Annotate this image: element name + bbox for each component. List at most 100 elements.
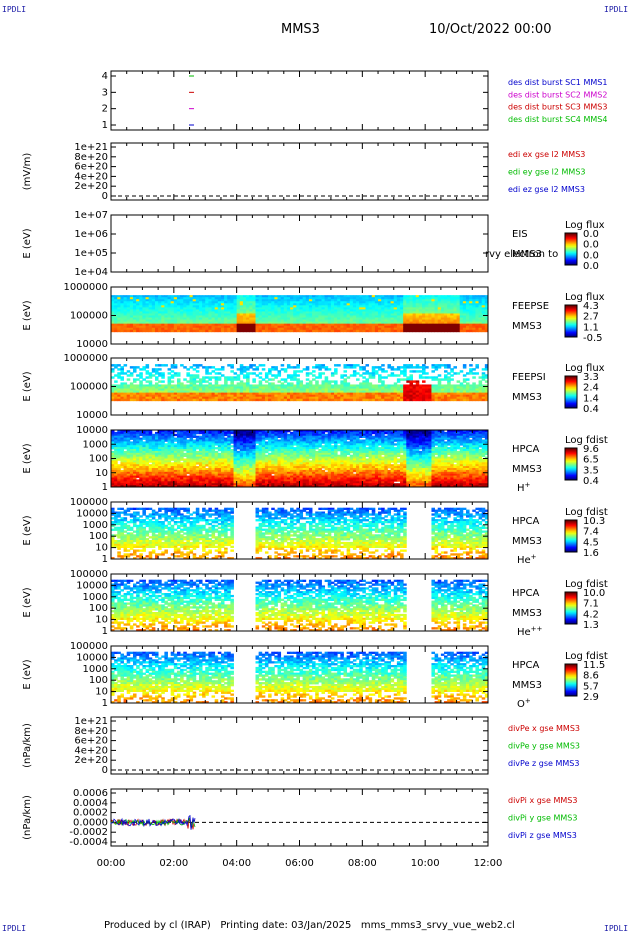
spectrogram-cell bbox=[170, 398, 175, 402]
spectrogram-cell bbox=[324, 301, 329, 304]
spectrogram-cell bbox=[249, 388, 253, 391]
spectrogram-cell bbox=[440, 301, 445, 304]
spectrogram-cell bbox=[189, 388, 194, 391]
spectrogram-cell bbox=[450, 299, 454, 302]
spectrogram-cell bbox=[346, 394, 351, 398]
spectrogram-cell bbox=[415, 297, 420, 300]
spectrogram-cell bbox=[337, 305, 341, 308]
spectrogram-cell bbox=[418, 305, 423, 308]
spectrogram-cell bbox=[484, 319, 489, 323]
spectrogram-cell bbox=[337, 311, 341, 314]
spectrogram-cell bbox=[305, 299, 310, 302]
panel-overlay-label: rvy electron to bbox=[485, 249, 558, 260]
spectrogram-cell bbox=[308, 299, 313, 302]
spectrogram-cell bbox=[264, 396, 269, 400]
spectrogram-cell bbox=[327, 311, 332, 314]
spectrogram-cell bbox=[145, 299, 150, 302]
spectrogram-cell bbox=[180, 329, 184, 333]
spectrogram-cell bbox=[346, 303, 351, 306]
spectrogram-cell bbox=[192, 388, 197, 391]
spectrogram-cell bbox=[176, 378, 181, 381]
spectrogram-cell bbox=[246, 382, 250, 385]
spectrogram-cell bbox=[183, 305, 187, 308]
spectrogram-cell bbox=[312, 317, 316, 320]
spectrogram-cell bbox=[330, 317, 335, 320]
spectrogram-cell bbox=[148, 372, 153, 375]
spectrogram-cell bbox=[290, 317, 294, 320]
spectrogram-cell bbox=[126, 329, 131, 333]
spectrogram-cell bbox=[129, 398, 134, 402]
spectrogram-cell bbox=[268, 323, 272, 327]
spectrogram-cell bbox=[283, 313, 288, 316]
spectrogram-cell bbox=[161, 396, 165, 400]
spectrogram-cell bbox=[239, 382, 244, 385]
spectrogram-cell bbox=[444, 384, 448, 387]
spectrogram-cell bbox=[305, 386, 310, 389]
spectrogram-cell bbox=[274, 327, 278, 331]
spectrogram-cell bbox=[208, 297, 212, 300]
spectrogram-cell bbox=[283, 327, 288, 331]
spectrogram-cell bbox=[327, 329, 332, 333]
spectrogram-cell bbox=[208, 394, 212, 398]
spectrogram-cell bbox=[211, 297, 216, 300]
spectrogram-cell bbox=[129, 372, 134, 375]
spectrogram-cell bbox=[236, 394, 241, 398]
spectrogram-cell bbox=[258, 309, 263, 312]
spectrogram-cell bbox=[484, 297, 489, 300]
spectrogram-cell bbox=[431, 301, 435, 304]
spectrogram-cell bbox=[290, 388, 294, 391]
spectrogram-cell bbox=[346, 297, 351, 300]
spectrogram-cell bbox=[274, 315, 278, 318]
spectrogram-cell bbox=[365, 384, 370, 387]
spectrogram-cell bbox=[142, 303, 146, 306]
spectrogram-cell bbox=[268, 378, 272, 381]
spectrogram-cell bbox=[362, 317, 366, 320]
spectrogram-cell bbox=[318, 321, 322, 325]
spectrogram-cell bbox=[202, 386, 206, 389]
spectrogram-cell bbox=[340, 398, 344, 402]
spectrogram-cell bbox=[183, 301, 187, 304]
spectrogram-cell bbox=[214, 327, 219, 331]
spectrogram-cell bbox=[268, 392, 272, 396]
spectrogram-cell bbox=[396, 396, 401, 400]
spectrogram-cell bbox=[173, 305, 178, 308]
spectrogram-cell bbox=[321, 295, 326, 298]
spectrogram-cell bbox=[142, 297, 146, 300]
spectrogram-cell bbox=[167, 313, 172, 316]
spectrogram-cell bbox=[444, 398, 448, 402]
y-axis-label: (mV/m) bbox=[22, 153, 33, 191]
spectrogram-cell bbox=[418, 370, 423, 373]
spectrogram-cell bbox=[268, 372, 272, 375]
spectrogram-cell bbox=[381, 305, 385, 308]
spectrogram-cell bbox=[478, 313, 483, 316]
spectrogram-cell bbox=[220, 329, 225, 333]
spectrogram-cell bbox=[349, 388, 354, 391]
spectrogram-cell bbox=[205, 384, 209, 387]
spectrogram-cell bbox=[230, 307, 234, 310]
spectrogram-cell bbox=[381, 315, 385, 318]
spectrogram-cell bbox=[142, 394, 146, 398]
spectrogram-cell bbox=[145, 297, 150, 300]
spectrogram-cell bbox=[356, 394, 360, 398]
spectrogram-cell bbox=[233, 301, 238, 304]
spectrogram-cell bbox=[396, 321, 401, 325]
spectrogram-cell bbox=[321, 364, 326, 367]
spectrogram-cell bbox=[415, 323, 420, 327]
spectrogram-cell bbox=[469, 329, 473, 333]
spectrogram-cell bbox=[217, 378, 222, 381]
spectrogram-cell bbox=[242, 299, 247, 302]
spectrogram-cell bbox=[230, 305, 234, 308]
spectrogram-cell bbox=[302, 325, 307, 329]
spectrogram-cell bbox=[412, 380, 417, 383]
spectrogram-cell bbox=[271, 295, 275, 298]
spectrogram-cell bbox=[330, 307, 335, 310]
spectrogram-cell bbox=[233, 386, 238, 389]
spectrogram-cell bbox=[299, 303, 304, 306]
spectrogram-cell bbox=[393, 394, 398, 398]
spectrogram-cell bbox=[321, 327, 326, 331]
spectrogram-cell bbox=[453, 313, 457, 316]
spectrogram-cell bbox=[299, 315, 304, 318]
spectrogram-cell bbox=[220, 388, 225, 391]
spectrogram-cell bbox=[280, 317, 285, 320]
spectrogram-cell bbox=[242, 392, 247, 396]
